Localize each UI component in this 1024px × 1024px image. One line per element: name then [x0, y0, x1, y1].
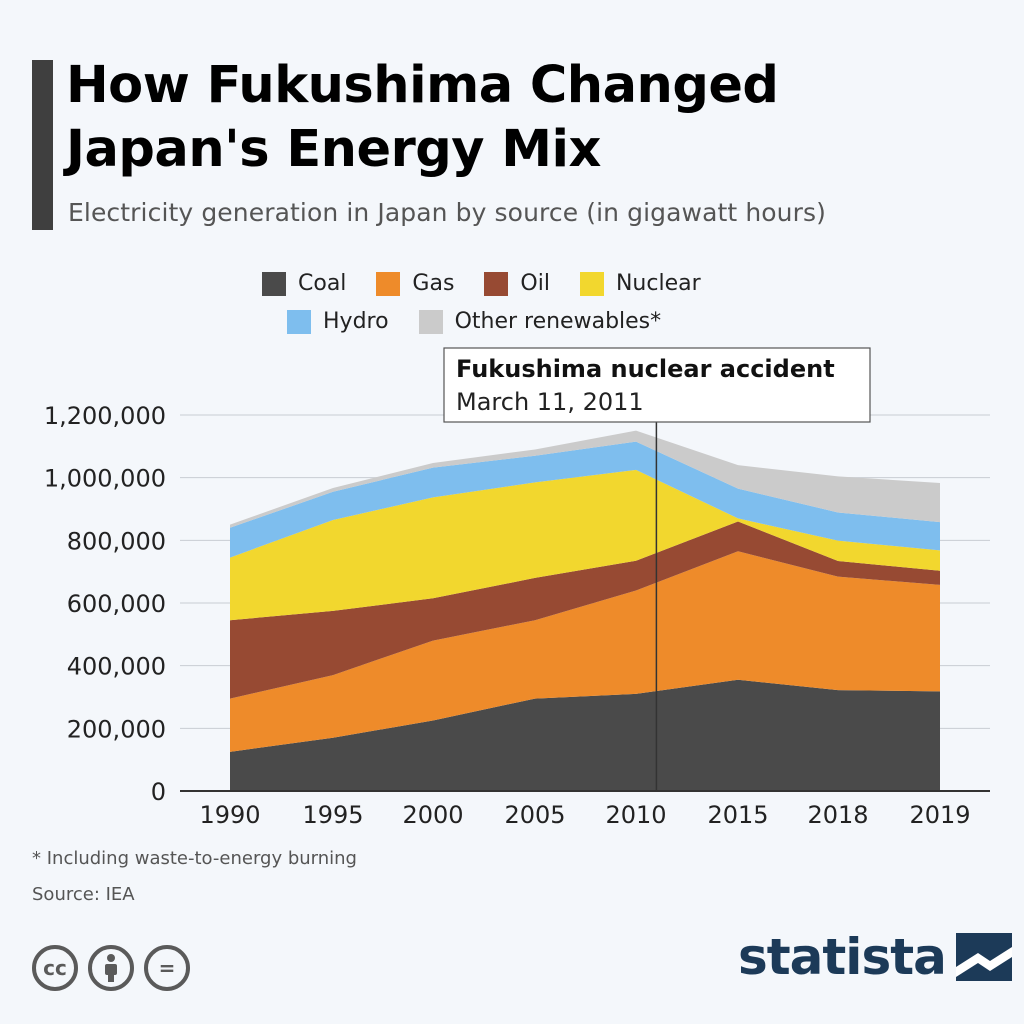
- x-tick-label: 1995: [302, 801, 363, 829]
- annotation-date: March 11, 2011: [456, 388, 644, 416]
- no-derivatives-icon[interactable]: =: [144, 945, 190, 991]
- annotation-box: [443, 347, 871, 423]
- y-tick-label: 200,000: [67, 715, 166, 743]
- legend-item: Hydro: [287, 309, 389, 334]
- legend-label: Gas: [412, 271, 455, 296]
- x-tick-label: 2005: [504, 801, 565, 829]
- stacked-area-chart: 0 200,000 400,000 600,000 800,000 1,000,000 1,…: [44, 347, 990, 829]
- legend-swatch: [484, 271, 509, 296]
- legend-label: Nuclear: [615, 271, 701, 296]
- statista-wordmark: statista: [738, 928, 947, 986]
- y-tick-label: 1,000,000: [44, 465, 166, 493]
- footnote: * Including waste-to-energy burning: [32, 848, 357, 869]
- y-tick-label: 800,000: [67, 527, 166, 555]
- y-tick-label: 0: [151, 778, 166, 806]
- annotation-title: Fukushima nuclear accident: [456, 355, 835, 383]
- x-tick-label: 1990: [199, 801, 260, 829]
- x-tick-label: 2015: [707, 801, 768, 829]
- legend-swatch: [287, 309, 311, 334]
- subtitle: Electricity generation in Japan by sourc…: [68, 198, 826, 227]
- legend-item: Nuclear: [579, 271, 701, 296]
- source-note: Source: IEA: [32, 884, 135, 905]
- y-tick-label: 400,000: [67, 653, 166, 681]
- legend-item: Oil: [484, 271, 550, 296]
- x-tick-label: 2019: [909, 801, 970, 829]
- legend-label: Other renewables*: [454, 309, 662, 334]
- y-tick-label: 1,200,000: [44, 402, 166, 430]
- title-line-1: How Fukushima Changed: [66, 56, 779, 115]
- x-tick-label: 2010: [605, 801, 666, 829]
- statista-mark-icon: [955, 933, 1012, 981]
- legend-label: Hydro: [323, 309, 389, 334]
- legend-label: Coal: [298, 271, 347, 296]
- y-tick-label: 600,000: [67, 590, 166, 618]
- legend-label: Oil: [520, 271, 550, 296]
- area-gas: [230, 551, 940, 752]
- x-tick-label: 2018: [807, 801, 868, 829]
- legend-swatch: [262, 271, 286, 296]
- legend-item: Gas: [376, 271, 454, 296]
- title-accent-bar: [32, 60, 53, 230]
- legend-swatch: [376, 271, 401, 296]
- cc-icon[interactable]: cc: [32, 945, 78, 991]
- area-coal: [230, 679, 940, 791]
- statista-logo[interactable]: statista: [738, 928, 1012, 986]
- attribution-icon[interactable]: [88, 945, 134, 991]
- legend-item: Other renewables*: [418, 309, 662, 334]
- area-nuclear: [230, 469, 940, 621]
- license-icons: cc =: [32, 945, 200, 991]
- legend-row: Coal Gas Oil Nuclear: [262, 271, 701, 296]
- legend-row: Hydro Other renewables*: [287, 309, 661, 334]
- legend-swatch: [579, 271, 604, 296]
- page-title: How Fukushima Changed Japan's Energy Mix: [66, 54, 1006, 182]
- x-tick-label: 2000: [402, 801, 463, 829]
- area-other-renewables: [230, 430, 940, 528]
- title-line-2: Japan's Energy Mix: [66, 120, 601, 179]
- legend-swatch: [418, 309, 443, 334]
- legend-item: Coal: [262, 271, 346, 296]
- area-oil: [230, 521, 940, 699]
- area-hydro: [230, 441, 940, 558]
